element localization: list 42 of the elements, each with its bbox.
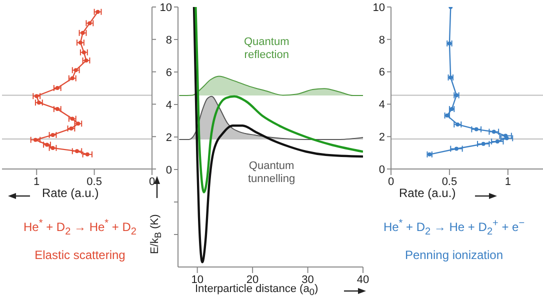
- point: [85, 152, 90, 156]
- x-tick-label: 0: [388, 176, 394, 188]
- text: Penning ionization: [404, 248, 504, 262]
- y-tick-label: 8: [166, 34, 172, 46]
- x-tick-label: 10: [191, 274, 204, 286]
- y-tick-label: 0: [378, 164, 385, 176]
- x-axis-title: Interparticle distance (a$_{0}$): [195, 283, 318, 298]
- y-tick-label: 10: [372, 2, 385, 14]
- x-tick-label: 30: [302, 274, 314, 286]
- y-tick-label: 6: [166, 66, 172, 79]
- text: He$^{*}$ + D$_{2}$ → He$^{*}$ + D$_{2}$: [24, 218, 136, 238]
- point: [474, 127, 478, 132]
- text: He$^{*}$ + D$_{2}$ → He + D$_{2}$$^{+}$ + e$^{−}$: [383, 218, 525, 238]
- y-tick-label: 4: [378, 99, 385, 112]
- line-series: [194, 7, 363, 194]
- x-axis-title: Rate (a.u.): [42, 186, 99, 200]
- x-tick-label: 0.5: [86, 176, 102, 188]
- text: Elastic scattering: [34, 248, 126, 262]
- point: [495, 139, 500, 144]
- x-axis-title: Rate (a.u.): [399, 186, 456, 200]
- y-tick-label: 6: [378, 66, 385, 79]
- y-tick-label: 10: [160, 2, 172, 14]
- y-tick-label: 8: [378, 34, 385, 46]
- x-tick-label: 40: [356, 274, 370, 286]
- point: [481, 142, 486, 146]
- y-tick-label: 4: [166, 99, 172, 112]
- point: [33, 138, 38, 142]
- point: [504, 134, 508, 138]
- y-tick-label: 2: [378, 132, 385, 144]
- line-series: [192, 7, 363, 264]
- annotation: Quantum reflection: [244, 36, 290, 62]
- x-tick-label: 1: [34, 176, 40, 188]
- x-tick-label: 20: [246, 274, 259, 286]
- y-tick-label: 2: [166, 132, 172, 144]
- x-tick-label: 0.5: [442, 176, 458, 188]
- point: [492, 130, 496, 134]
- x-tick-label: 1: [504, 176, 511, 188]
- x-tick-label: 0: [148, 176, 156, 188]
- annotation: Quantum tunnelling: [248, 160, 296, 186]
- point: [75, 149, 79, 154]
- point: [454, 146, 458, 151]
- y-tick-label: 0: [166, 164, 172, 176]
